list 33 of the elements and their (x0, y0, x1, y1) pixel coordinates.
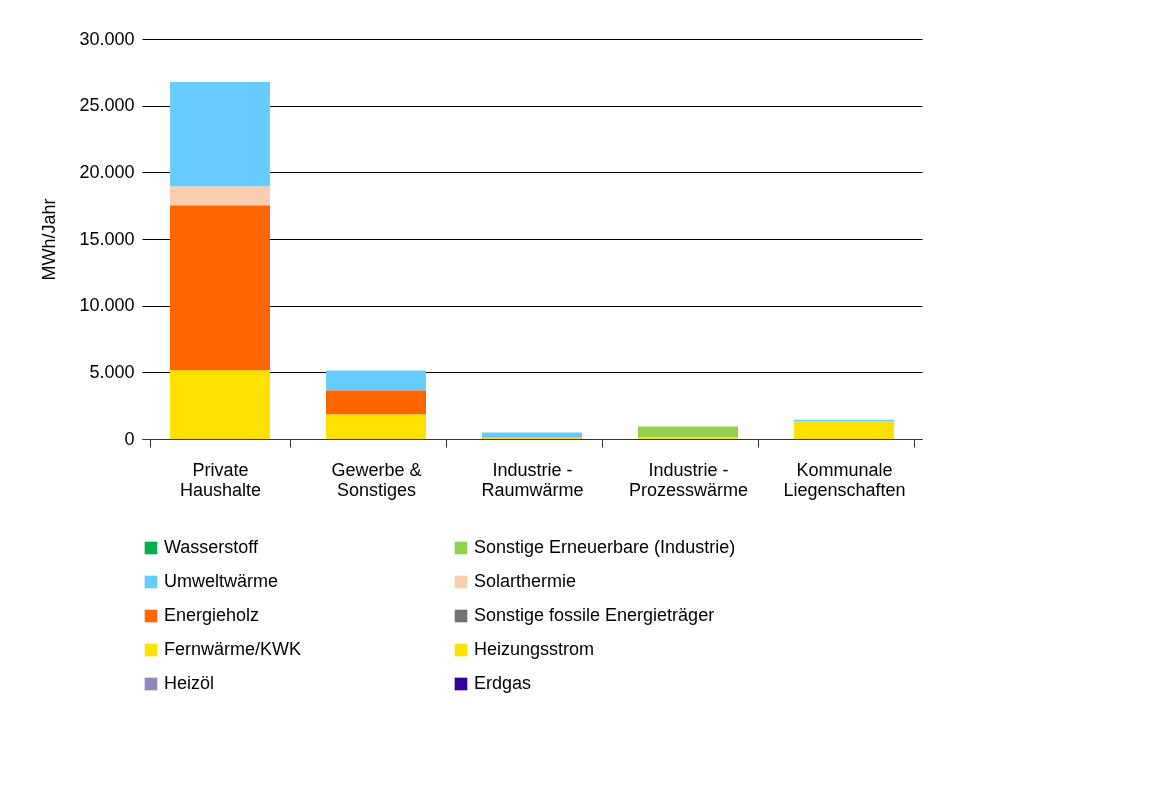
y-axis-title: MWh/Jahr (39, 198, 60, 281)
y-tick-label: 10.000 (79, 295, 135, 316)
bar (794, 421, 894, 439)
legend-label: Sonstige fossile Energieträger (474, 605, 715, 625)
legend-label: Solarthermie (474, 571, 577, 591)
y-tick-label: 0 (124, 428, 135, 449)
x-tick-label: Industrie - Raumwärme (481, 459, 584, 500)
legend-label: Fernwärme/KWK (164, 639, 302, 659)
x-tick-label: Private Haushalte (179, 459, 262, 500)
bar (170, 205, 270, 371)
bar (170, 81, 270, 187)
x-tick-label: Kommunale Liegenschaften (783, 459, 906, 500)
bar (170, 370, 270, 439)
y-tick-label: 30.000 (79, 28, 135, 49)
x-tick-label: Industrie - Prozesswärme (628, 459, 749, 500)
bar (638, 426, 738, 438)
y-tick-label: 25.000 (79, 95, 135, 116)
bar (326, 414, 426, 439)
legend-label: Erdgas (474, 673, 532, 693)
legend-label: Wasserstoff (164, 537, 260, 557)
y-tick-label: 5.000 (89, 361, 135, 382)
y-tick-label: 20.000 (79, 161, 135, 182)
bar (326, 370, 426, 391)
y-tick-label: 15.000 (79, 228, 135, 249)
legend-label: Energieholz (164, 605, 260, 625)
legend-label: Heizöl (164, 673, 215, 693)
x-tick-label: Gewerbe & Sonstiges (331, 459, 422, 500)
legend-label: Umweltwärme (164, 571, 279, 591)
bar (482, 432, 582, 438)
bar (170, 186, 270, 206)
legend-label: Sonstige Erneuerbare (Industrie) (474, 537, 736, 557)
bar (326, 390, 426, 415)
legend-label: Heizungsstrom (474, 639, 595, 659)
